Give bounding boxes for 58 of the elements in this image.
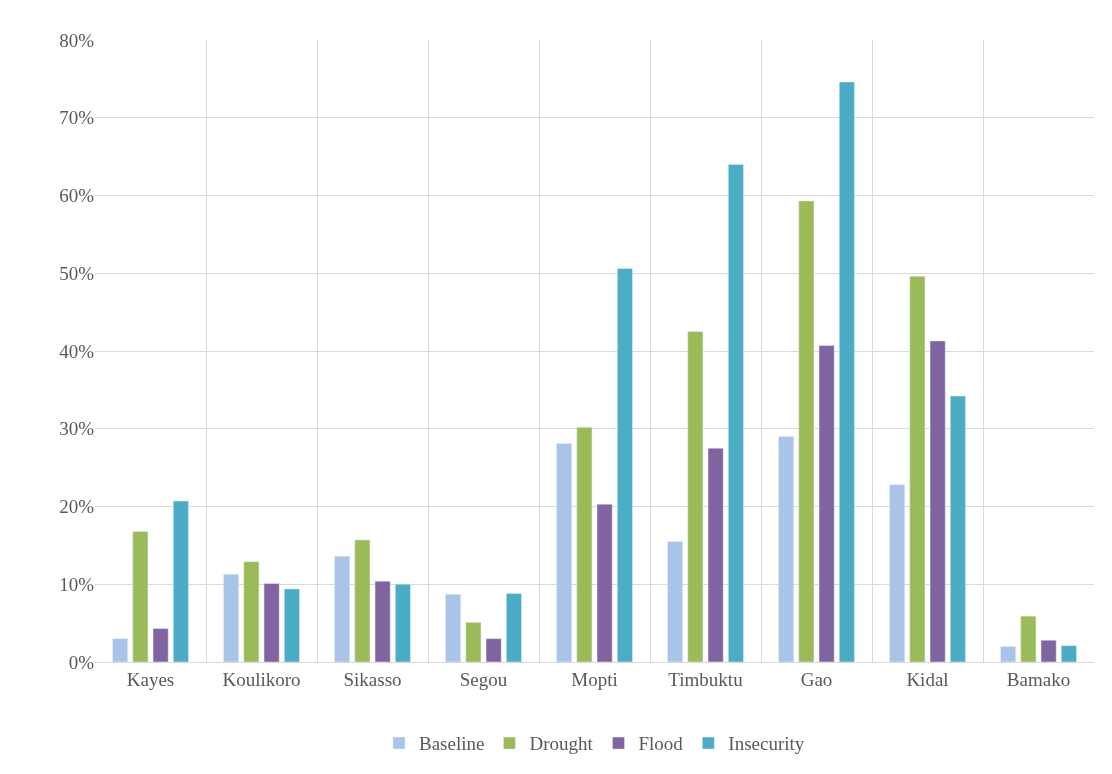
bar — [1020, 615, 1037, 662]
bar — [284, 588, 300, 662]
bar — [132, 531, 149, 662]
bar — [707, 447, 724, 662]
x-tick-label: Koulikoro — [222, 668, 301, 690]
bar — [909, 276, 926, 662]
x-tick-label: Sikasso — [343, 668, 402, 690]
bar — [617, 268, 633, 662]
legend-label: Flood — [638, 733, 684, 755]
x-tick-label: Segou — [459, 668, 508, 690]
bar — [485, 638, 502, 662]
bar — [223, 573, 239, 662]
bar — [556, 443, 572, 662]
y-tick-label: 20% — [59, 496, 95, 518]
bar — [354, 539, 371, 662]
bar — [445, 594, 461, 662]
x-tick-label: Kidal — [906, 668, 949, 690]
x-tick-label: Bamako — [1006, 668, 1071, 690]
bar — [465, 622, 482, 662]
bar — [950, 395, 966, 662]
bar — [596, 503, 613, 662]
bar — [576, 426, 593, 662]
bar — [818, 345, 835, 662]
x-tick-label: Mopti — [571, 668, 618, 690]
y-tick-label: 80% — [59, 29, 95, 51]
bar — [1061, 645, 1077, 662]
y-tick-label: 50% — [59, 262, 95, 284]
bar — [839, 81, 855, 662]
y-tick-label: 40% — [59, 340, 95, 362]
bar — [1040, 639, 1057, 662]
bar — [374, 580, 391, 662]
y-tick-label: 60% — [59, 185, 95, 207]
bar — [395, 584, 411, 662]
y-tick-label: 10% — [59, 573, 95, 595]
bar — [112, 638, 128, 662]
bar — [173, 500, 189, 662]
bar — [506, 593, 522, 662]
bar — [889, 484, 905, 662]
bar — [667, 541, 683, 662]
bar — [1000, 646, 1016, 662]
bar — [152, 628, 169, 662]
bar — [728, 164, 744, 662]
bar — [243, 561, 260, 662]
bar — [778, 436, 794, 662]
bar — [798, 200, 815, 662]
x-tick-label: Kayes — [126, 668, 175, 690]
bar — [334, 556, 350, 662]
legend-label: Insecurity — [728, 733, 805, 755]
y-tick-label: 0% — [68, 651, 95, 673]
bar — [929, 340, 946, 662]
bar — [263, 583, 280, 662]
x-tick-label: Gao — [800, 668, 833, 690]
x-tick-label: Timbuktu — [668, 668, 744, 690]
y-tick-label: 70% — [59, 107, 95, 129]
legend-label: Drought — [529, 733, 594, 755]
y-tick-label: 30% — [59, 418, 95, 440]
bar — [687, 331, 704, 662]
legend-label: Baseline — [419, 733, 485, 755]
